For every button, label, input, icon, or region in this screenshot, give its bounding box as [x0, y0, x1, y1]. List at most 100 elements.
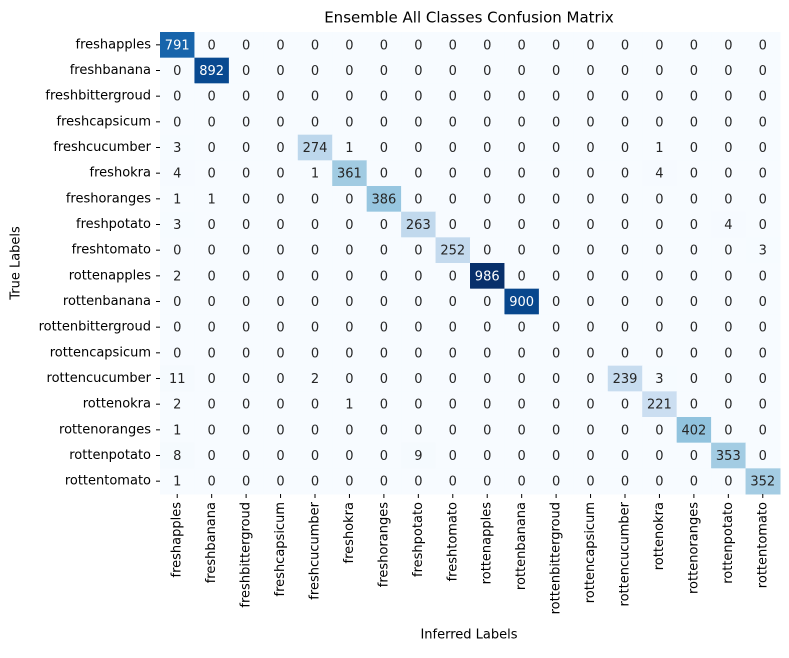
cell-label: 0: [276, 90, 284, 105]
heatmap-cell: [228, 237, 264, 264]
heatmap-cell: [366, 365, 402, 392]
cell-label: 0: [208, 167, 216, 182]
heatmap-cell: [228, 109, 264, 136]
cell-label: 0: [208, 90, 216, 105]
heatmap-cell: [504, 417, 540, 444]
cell-label: 0: [724, 346, 732, 361]
cell-label: 0: [483, 449, 491, 464]
cell-label: 2: [173, 269, 181, 284]
heatmap-cell: [538, 468, 574, 495]
cell-label: 2: [173, 398, 181, 413]
cell-label: 0: [724, 295, 732, 310]
cell-label: 0: [414, 90, 422, 105]
x-tick-label: rottenbittergroud: [549, 502, 564, 614]
cell-label: 0: [724, 115, 732, 130]
heatmap-cell: [745, 109, 781, 136]
heatmap-cell: [470, 237, 505, 264]
heatmap-cell: [435, 83, 471, 110]
heatmap-cell: [745, 160, 781, 187]
heatmap-cell: [160, 160, 195, 187]
cell-label: 0: [690, 244, 698, 259]
heatmap-cell: [607, 340, 643, 367]
heatmap-cell: [573, 365, 609, 392]
cell-label: 0: [724, 269, 732, 284]
heatmap-cell: [401, 288, 437, 315]
heatmap-cell: [263, 340, 299, 367]
heatmap-cell: [676, 186, 712, 213]
y-tick-label: rottenbittergroud: [39, 320, 151, 335]
x-tick-label: freshbittergroud: [239, 502, 254, 608]
heatmap-cell: [745, 365, 781, 392]
heatmap-cell: [194, 160, 230, 187]
heatmap-cell: [607, 186, 643, 213]
cell-label: 0: [380, 141, 388, 156]
cell-label: 0: [759, 141, 767, 156]
heatmap-cell: [332, 237, 368, 264]
cell-label: 0: [586, 398, 594, 413]
cell-label: 0: [414, 372, 422, 387]
cell-label: 0: [276, 64, 284, 79]
cell-label: 0: [759, 38, 767, 53]
heatmap-cell: [745, 186, 781, 213]
heatmap-cell: [504, 263, 540, 290]
cell-label: 0: [690, 295, 698, 310]
heatmap-cell: [676, 417, 712, 444]
cell-label: 0: [414, 398, 422, 413]
cell-label: 0: [518, 167, 526, 182]
cell-label: 0: [518, 64, 526, 79]
cell-label: 0: [759, 218, 767, 233]
cell-label: 0: [621, 244, 629, 259]
cell-label: 0: [449, 269, 457, 284]
heatmap-cell: [263, 57, 299, 84]
heatmap-cell: [435, 109, 471, 136]
cell-label: 0: [414, 423, 422, 438]
heatmap-cell: [470, 83, 505, 110]
cell-label: 0: [242, 321, 250, 336]
cell-label: 0: [552, 244, 560, 259]
cell-label: 0: [483, 423, 491, 438]
heatmap-cell: [401, 32, 437, 59]
heatmap-cell: [573, 186, 609, 213]
y-tick-label: rottenpotato: [69, 448, 151, 463]
heatmap-cell: [711, 109, 747, 136]
cell-label: 0: [552, 167, 560, 182]
cell-label: 791: [165, 38, 190, 53]
cell-label: 0: [724, 38, 732, 53]
cell-label: 0: [345, 38, 353, 53]
cell-label: 0: [414, 269, 422, 284]
cell-label: 0: [690, 141, 698, 156]
cell-label: 0: [276, 115, 284, 130]
heatmap-cell: [538, 365, 574, 392]
cell-label: 0: [380, 115, 388, 130]
cell-label: 0: [276, 244, 284, 259]
cell-label: 0: [483, 64, 491, 79]
heatmap-cell: [228, 186, 264, 213]
cell-label: 0: [276, 38, 284, 53]
cell-label: 0: [208, 423, 216, 438]
heatmap-cell: [401, 186, 437, 213]
cell-label: 0: [311, 192, 319, 207]
heatmap-cell: [711, 32, 747, 59]
heatmap-cell: [366, 160, 402, 187]
cell-label: 0: [208, 346, 216, 361]
heatmap-cell: [642, 468, 678, 495]
cell-label: 900: [509, 295, 534, 310]
cell-label: 0: [518, 321, 526, 336]
heatmap-cell: [607, 57, 643, 84]
cell-label: 0: [724, 423, 732, 438]
cell-label: 0: [621, 90, 629, 105]
heatmap-cell: [297, 211, 333, 238]
heatmap-cell: [366, 442, 402, 469]
heatmap-cell: [642, 160, 678, 187]
heatmap-cell: [366, 391, 402, 418]
x-tick-label: rottencapsicum: [583, 502, 598, 603]
heatmap-cell: [160, 417, 195, 444]
x-tick-label: freshpotato: [411, 502, 426, 577]
y-tick-label: freshokra: [90, 166, 151, 181]
x-tick-label: rottenokra: [652, 502, 667, 570]
cell-label: 0: [759, 64, 767, 79]
heatmap-cell: [435, 32, 471, 59]
cell-label: 0: [655, 90, 663, 105]
heatmap-cell: [160, 211, 195, 238]
heatmap-cell: [573, 417, 609, 444]
